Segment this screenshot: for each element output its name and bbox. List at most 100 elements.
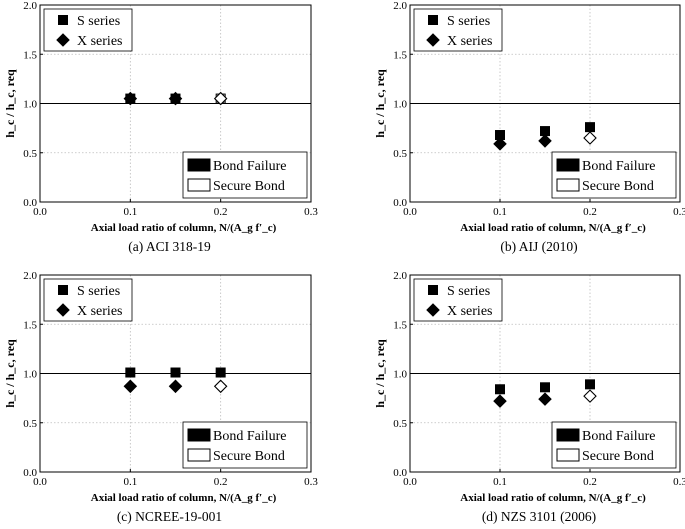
y-tick-label: 2.0 — [393, 0, 407, 12]
legend-x-series-label: X series — [447, 304, 493, 319]
x-axis-label: Axial load ratio of column, N/(A_g f′_c) — [91, 492, 277, 504]
legend-markers: S series X series — [43, 278, 133, 322]
y-tick-label: 0.0 — [393, 197, 407, 209]
s-series-point-bond-failure — [215, 367, 226, 378]
panel-caption: (b) AIJ (2010) — [500, 239, 577, 254]
panel-caption: (d) NZS 3101 (2006) — [482, 509, 596, 524]
legend-bond-failure-swatch — [187, 158, 211, 172]
legend-markers: S series X series — [43, 8, 133, 52]
y-tick-label: 1.0 — [23, 369, 37, 381]
legend-x-series-marker — [56, 303, 70, 317]
y-tick-label: 1.5 — [23, 49, 37, 61]
chart-panel-1: 0.0 0.1 0.2 0.3 0.0 0.5 1.0 1.5 2.0 S series X ser… — [3, 0, 318, 254]
x-tick-label: 0.0 — [33, 476, 47, 488]
y-tick-label: 1.0 — [393, 369, 407, 381]
x-series-point-bond-failure — [123, 379, 138, 394]
x-tick-label: 0.2 — [214, 476, 228, 488]
legend-secure-bond-label: Secure Bond — [582, 179, 654, 194]
y-axis-label: h_c / h_c, req — [373, 69, 387, 138]
y-tick-label: 1.5 — [23, 319, 37, 331]
y-tick-label: 0.0 — [23, 467, 37, 479]
x-axis-label: Axial load ratio of column, N/(A_g f′_c) — [91, 222, 277, 234]
x-tick-label: 0.1 — [123, 476, 137, 488]
legend-bond-failure-label: Bond Failure — [582, 429, 656, 444]
x-series-point-secure-bond — [213, 91, 228, 106]
x-series-point-bond-failure — [493, 137, 507, 151]
x-tick-label: 0.1 — [493, 206, 507, 218]
x-series-point-secure-bond — [213, 379, 228, 394]
y-tick-label: 0.5 — [23, 148, 37, 160]
y-tick-label: 0.0 — [393, 467, 407, 479]
legend-x-series-label: X series — [77, 34, 123, 49]
s-series-point-bond-failure — [585, 379, 595, 390]
chart-panel-2: 0.0 0.1 0.2 0.3 0.0 0.5 1.0 1.5 2.0 S series X ser… — [373, 0, 685, 254]
y-axis-label: h_c / h_c, req — [3, 339, 17, 408]
x-series-point-secure-bond — [583, 389, 597, 403]
legend-bond-failure-label: Bond Failure — [582, 159, 656, 174]
legend-x-series-marker — [426, 33, 440, 47]
x-series-point-bond-failure — [538, 134, 552, 148]
legend-markers: S series X series — [413, 278, 503, 322]
legend-x-series-marker — [56, 33, 70, 47]
legend-secure-bond-label: Secure Bond — [213, 179, 285, 194]
y-axis-label: h_c / h_c, req — [373, 339, 387, 408]
legend-fill: Bond Failure Secure Bond — [182, 151, 308, 199]
legend-s-series-marker — [58, 285, 68, 295]
y-tick-label: 1.5 — [393, 49, 407, 61]
legend-s-series-marker — [58, 15, 68, 25]
chart-panel-3: 0.0 0.1 0.2 0.3 0.0 0.5 1.0 1.5 2.0 S series X ser… — [3, 270, 318, 524]
y-tick-label: 2.0 — [23, 270, 37, 282]
legend-secure-bond-swatch — [556, 178, 580, 192]
y-tick-label: 0.5 — [393, 418, 407, 430]
x-tick-label: 0.3 — [673, 476, 685, 488]
x-tick-label: 0.2 — [583, 476, 597, 488]
x-tick-label: 0.1 — [493, 476, 507, 488]
x-series-point-bond-failure — [123, 91, 138, 106]
y-tick-label: 1.0 — [393, 99, 407, 111]
legend-s-series-label: S series — [77, 14, 120, 29]
x-axis-label: Axial load ratio of column, N/(A_g f′_c) — [460, 492, 646, 504]
legend-secure-bond-swatch — [187, 178, 211, 192]
x-tick-label: 0.0 — [403, 476, 417, 488]
x-tick-label: 0.3 — [673, 206, 685, 218]
legend-x-series-label: X series — [447, 34, 493, 49]
panel-caption: (c) NCREE-19-001 — [117, 509, 222, 524]
x-series-point-bond-failure — [538, 392, 552, 406]
y-tick-label: 1.5 — [393, 319, 407, 331]
legend-bond-failure-swatch — [556, 428, 580, 442]
legend-bond-failure-label: Bond Failure — [213, 159, 287, 174]
legend-s-series-label: S series — [77, 284, 120, 299]
y-tick-label: 0.0 — [23, 197, 37, 209]
x-tick-label: 0.3 — [304, 476, 318, 488]
x-series-point-bond-failure — [493, 394, 507, 408]
y-tick-label: 2.0 — [393, 270, 407, 282]
y-tick-label: 1.0 — [23, 99, 37, 111]
legend-secure-bond-label: Secure Bond — [213, 449, 285, 464]
x-tick-label: 0.2 — [214, 206, 228, 218]
x-tick-label: 0.3 — [304, 206, 318, 218]
legend-x-series-label: X series — [77, 304, 123, 319]
legend-s-series-label: S series — [447, 14, 490, 29]
legend-fill: Bond Failure Secure Bond — [551, 421, 677, 469]
x-tick-label: 0.2 — [583, 206, 597, 218]
legend-s-series-marker — [428, 285, 438, 295]
s-series-point-bond-failure — [170, 367, 181, 378]
legend-fill: Bond Failure Secure Bond — [182, 421, 308, 469]
legend-s-series-label: S series — [447, 284, 490, 299]
legend-bond-failure-swatch — [556, 158, 580, 172]
chart-panel-4: 0.0 0.1 0.2 0.3 0.0 0.5 1.0 1.5 2.0 S series X ser… — [373, 270, 685, 524]
x-axis-label: Axial load ratio of column, N/(A_g f′_c) — [460, 222, 646, 234]
x-series-point-bond-failure — [168, 379, 183, 394]
x-tick-label: 0.0 — [403, 206, 417, 218]
y-tick-label: 2.0 — [23, 0, 37, 12]
s-series-point-bond-failure — [540, 382, 550, 393]
x-series-point-bond-failure — [168, 91, 183, 106]
legend-x-series-marker — [426, 303, 440, 317]
legend-bond-failure-swatch — [187, 428, 211, 442]
legend-markers: S series X series — [413, 8, 503, 52]
y-tick-label: 0.5 — [393, 148, 407, 160]
panel-caption: (a) ACI 318-19 — [128, 239, 211, 254]
x-series-point-secure-bond — [583, 131, 597, 145]
legend-secure-bond-swatch — [187, 448, 211, 462]
